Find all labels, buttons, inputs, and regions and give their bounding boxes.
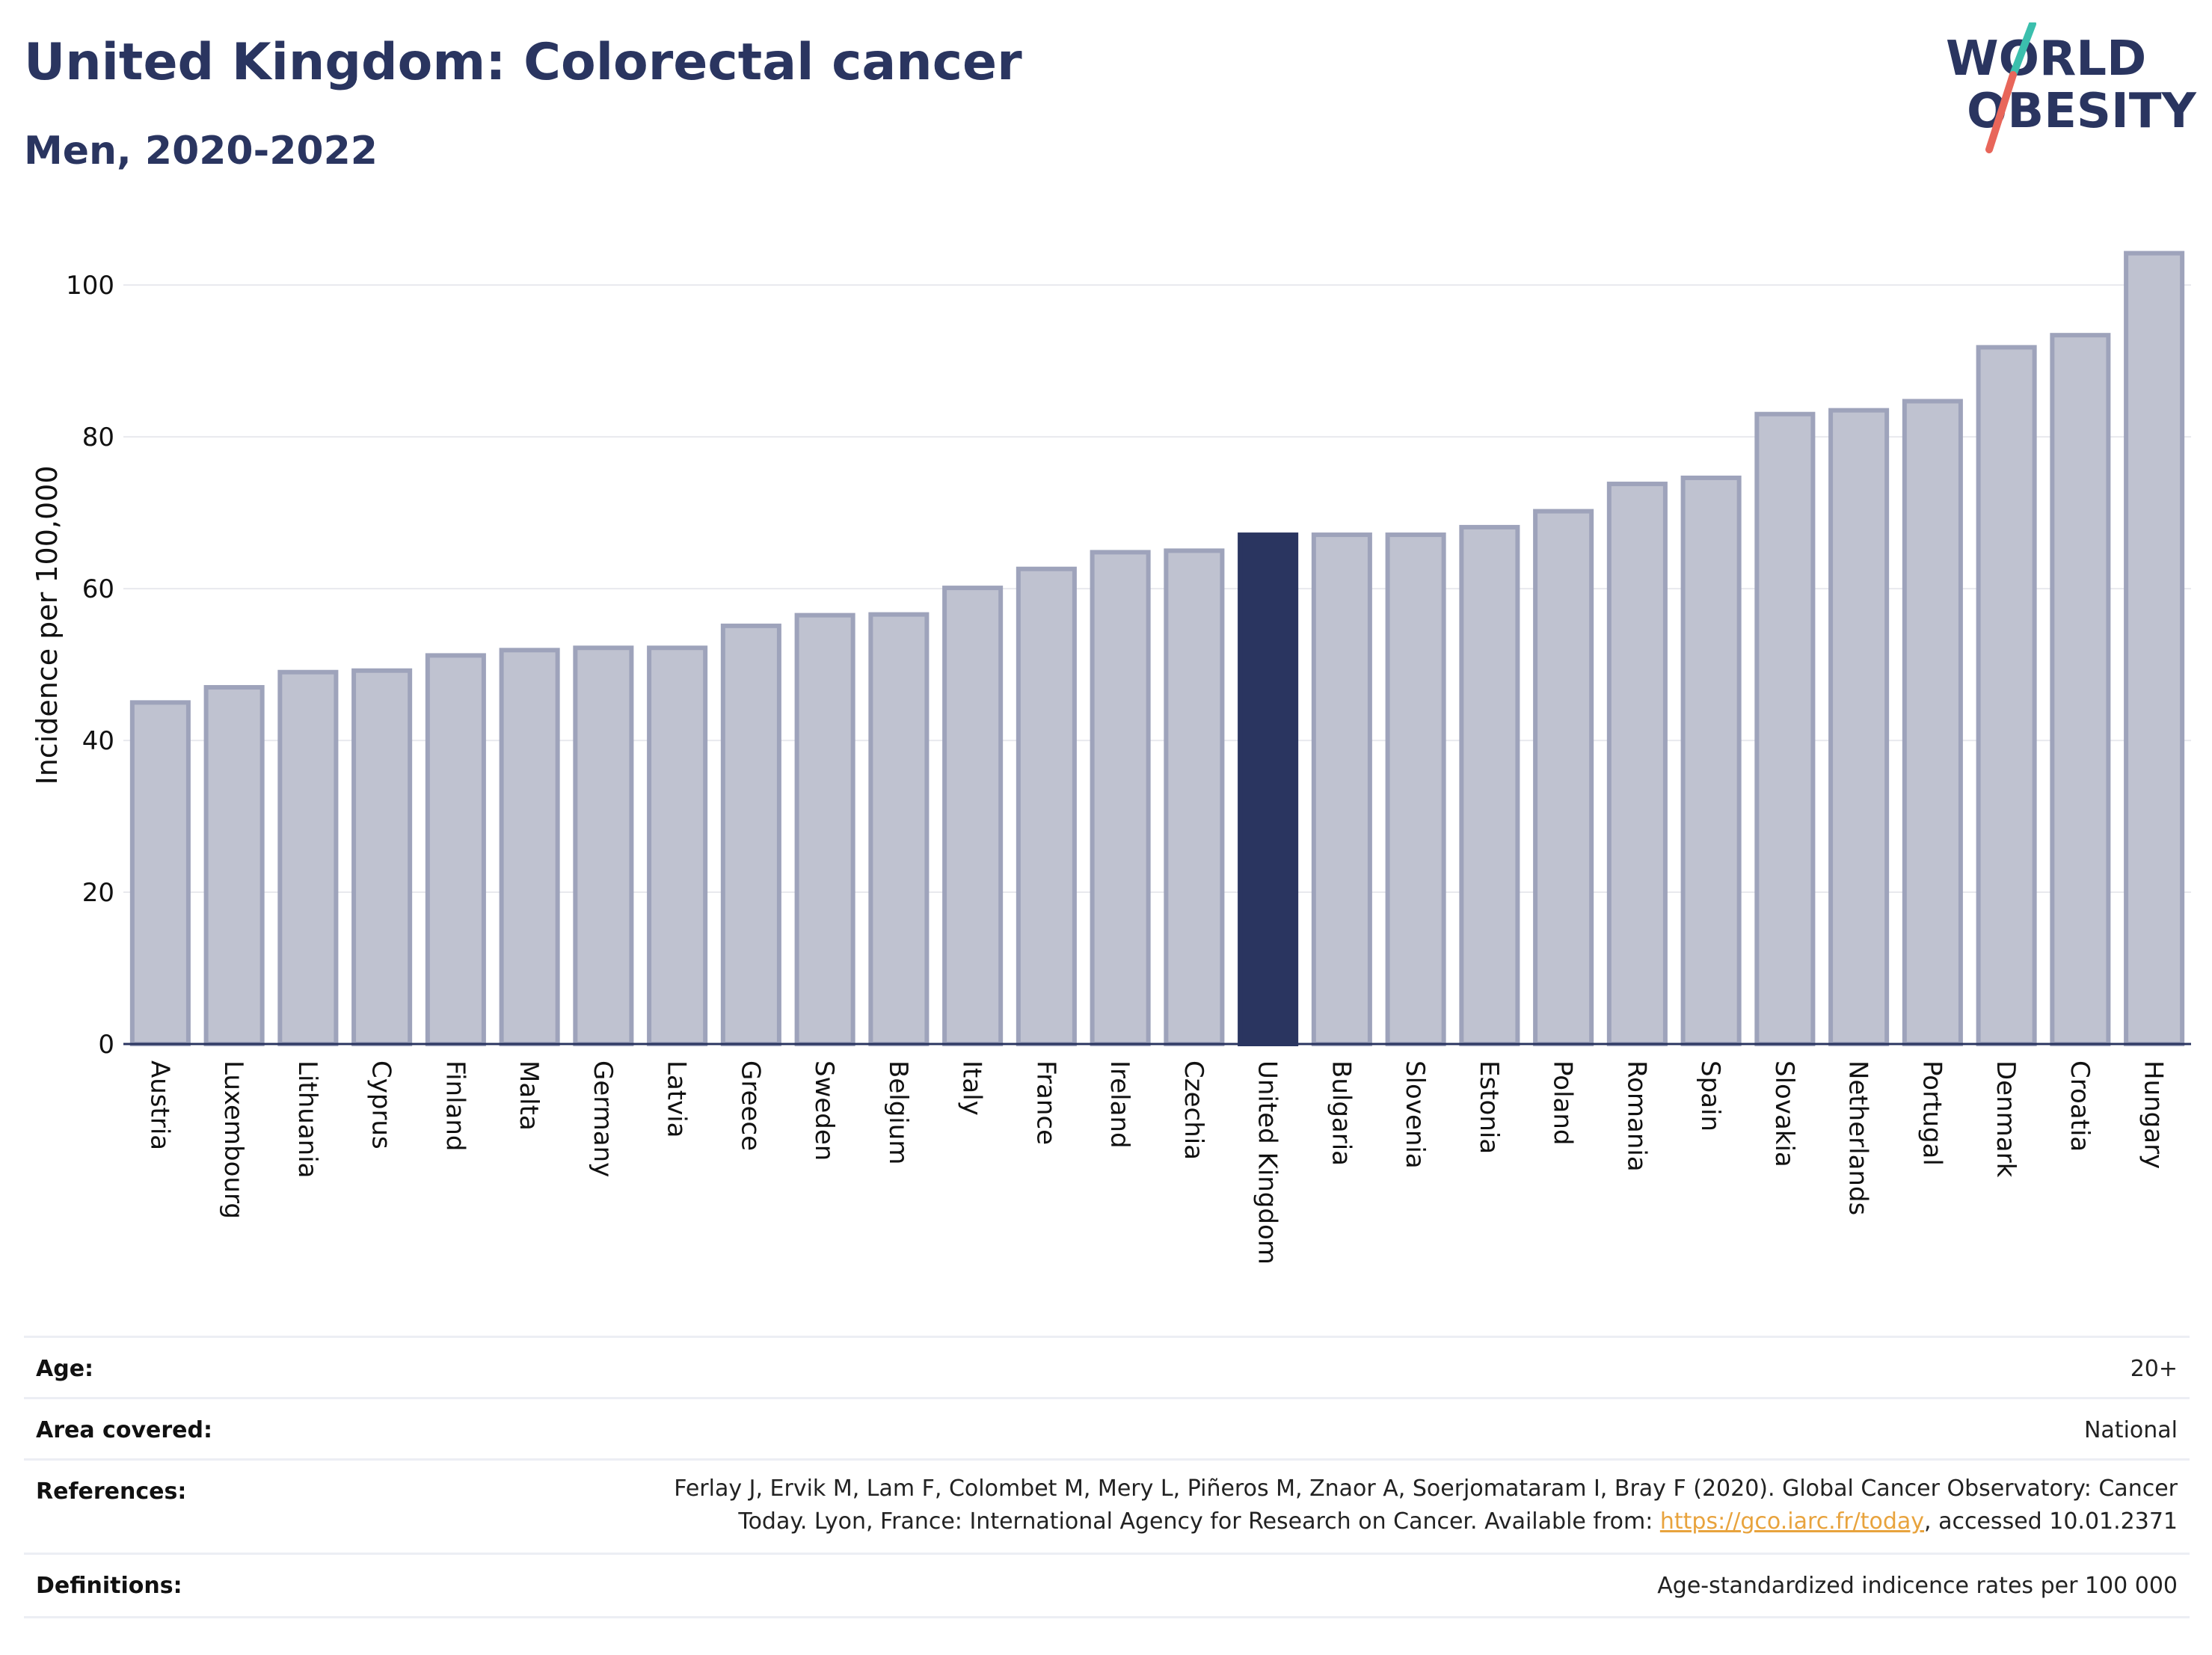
x-tick-label: Romania bbox=[1621, 1060, 1651, 1172]
x-tick-label: Poland bbox=[1548, 1060, 1578, 1146]
area-covered-label: Area covered: bbox=[36, 1417, 212, 1443]
bar-germany bbox=[573, 645, 634, 1046]
bar-hungary bbox=[2124, 251, 2185, 1046]
metadata-table: Age: 20+ Area covered: National Referenc… bbox=[24, 1336, 2190, 1620]
x-tick-label: Bulgaria bbox=[1326, 1060, 1356, 1166]
x-tick-label: Croatia bbox=[2065, 1060, 2095, 1152]
x-tick-label: Germany bbox=[588, 1060, 618, 1177]
page-subtitle: Men, 2020-2022 bbox=[24, 129, 378, 174]
bar-romania bbox=[1606, 482, 1668, 1046]
x-tick-label: Portugal bbox=[1917, 1060, 1947, 1166]
bar-denmark bbox=[1976, 345, 2037, 1046]
x-tick-label: Finland bbox=[440, 1060, 470, 1152]
y-tick-label: 20 bbox=[82, 878, 114, 908]
bar-cyprus bbox=[351, 668, 413, 1046]
y-tick-label: 0 bbox=[98, 1030, 114, 1060]
x-tick-label: Spain bbox=[1695, 1060, 1725, 1132]
bar-finland bbox=[425, 653, 486, 1046]
bar-greece bbox=[720, 623, 781, 1046]
references-value: Ferlay J, Ervik M, Lam F, Colombet M, Me… bbox=[674, 1473, 2178, 1538]
y-tick-label: 80 bbox=[82, 423, 114, 452]
x-tick-label: Hungary bbox=[2139, 1060, 2169, 1169]
x-tick-label: Luxembourg bbox=[218, 1060, 248, 1219]
bar-malta bbox=[499, 648, 560, 1046]
x-tick-label: Cyprus bbox=[366, 1060, 396, 1149]
references-label: References: bbox=[36, 1479, 187, 1505]
references-line-2-start: Today. Lyon, France: International Agenc… bbox=[738, 1508, 1660, 1535]
x-tick-label: Denmark bbox=[1991, 1060, 2021, 1178]
bar-slovenia bbox=[1385, 532, 1446, 1046]
age-label: Age: bbox=[36, 1356, 94, 1382]
y-tick-label: 40 bbox=[82, 726, 114, 756]
bar-france bbox=[1016, 566, 1077, 1046]
bar-sweden bbox=[794, 612, 855, 1046]
x-tick-label: Latvia bbox=[662, 1060, 692, 1138]
meta-row-age: Age: 20+ bbox=[24, 1336, 2190, 1399]
meta-row-definitions: Definitions: Age-standardized indicence … bbox=[24, 1553, 2190, 1618]
x-tick-label: France bbox=[1030, 1060, 1060, 1145]
bar-italy bbox=[942, 586, 1004, 1046]
x-tick-label: Ireland bbox=[1105, 1060, 1134, 1149]
bar-croatia bbox=[2050, 333, 2111, 1046]
bar-chart: 0 20 40 60 80 100 Austria Luxembourg Lithuania Cy… bbox=[31, 251, 2191, 1265]
logo-slash-bottom bbox=[1985, 71, 2017, 153]
y-tick-label: 60 bbox=[82, 574, 114, 604]
bar-latvia bbox=[647, 645, 708, 1046]
bar-netherlands bbox=[1828, 408, 1890, 1046]
definitions-value: Age-standardized indicence rates per 100… bbox=[1657, 1573, 2178, 1599]
bar-lithuania bbox=[277, 669, 339, 1046]
x-tick-label: Slovenia bbox=[1400, 1060, 1430, 1169]
x-tick-label: Slovakia bbox=[1769, 1060, 1799, 1167]
x-tick-label: Malta bbox=[514, 1060, 544, 1131]
bar-belgium bbox=[868, 612, 930, 1046]
x-tick-label: Italy bbox=[957, 1060, 987, 1116]
area-covered-value: National bbox=[2083, 1417, 2178, 1443]
bar-luxembourg bbox=[203, 685, 265, 1046]
references-line-2-end: , accessed 10.01.2371 bbox=[1924, 1508, 2178, 1535]
bar-austria bbox=[129, 700, 191, 1046]
references-link[interactable]: https://gco.iarc.fr/today bbox=[1659, 1508, 1925, 1535]
x-tick-label: Sweden bbox=[809, 1060, 839, 1161]
page-title: United Kingdom: Colorectal cancer bbox=[24, 33, 1022, 92]
references-line-1: Ferlay J, Ervik M, Lam F, Colombet M, Me… bbox=[674, 1476, 2178, 1502]
bar-czechia bbox=[1164, 548, 1225, 1046]
y-axis-label: Incidence per 100,000 bbox=[31, 465, 64, 784]
x-tick-label: United Kingdom bbox=[1253, 1060, 1282, 1265]
world-obesity-logo: WORLD OBESITY bbox=[1946, 22, 2196, 153]
x-tick-label: Czechia bbox=[1179, 1060, 1208, 1160]
bars bbox=[129, 251, 2185, 1046]
age-value: 20+ bbox=[2130, 1356, 2178, 1382]
bar-spain bbox=[1680, 475, 1742, 1046]
x-tick-label: Lithuania bbox=[292, 1060, 322, 1178]
x-tick-label: Netherlands bbox=[1843, 1060, 1873, 1215]
x-tick-label: Austria bbox=[144, 1060, 174, 1150]
bar-estonia bbox=[1459, 524, 1520, 1046]
bar-slovakia bbox=[1754, 411, 1816, 1046]
axes: 0 20 40 60 80 100 Austria Luxembourg Lithuania Cy… bbox=[66, 271, 2191, 1265]
bar-portugal bbox=[1902, 399, 1963, 1046]
definitions-label: Definitions: bbox=[36, 1573, 182, 1599]
logo-text-world: WORLD bbox=[1946, 31, 2146, 87]
bar-poland bbox=[1533, 509, 1594, 1046]
references-line-2: Today. Lyon, France: International Agenc… bbox=[674, 1505, 2178, 1538]
bar-bulgaria bbox=[1311, 532, 1372, 1046]
meta-row-area: Area covered: National bbox=[24, 1397, 2190, 1461]
logo-slash-top bbox=[2009, 22, 2036, 79]
x-tick-label: Greece bbox=[735, 1060, 765, 1151]
bar-united-kingdom bbox=[1238, 532, 1299, 1046]
x-tick-label: Estonia bbox=[1474, 1060, 1504, 1154]
bar-ireland bbox=[1090, 550, 1151, 1046]
meta-row-references: References: Ferlay J, Ervik M, Lam F, Co… bbox=[24, 1458, 2190, 1555]
y-tick-label: 100 bbox=[66, 271, 114, 301]
x-tick-label: Belgium bbox=[883, 1060, 913, 1164]
